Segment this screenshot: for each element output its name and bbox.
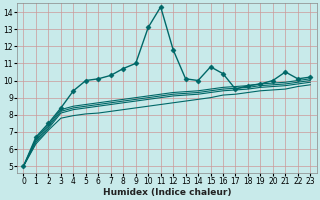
X-axis label: Humidex (Indice chaleur): Humidex (Indice chaleur) bbox=[103, 188, 231, 197]
